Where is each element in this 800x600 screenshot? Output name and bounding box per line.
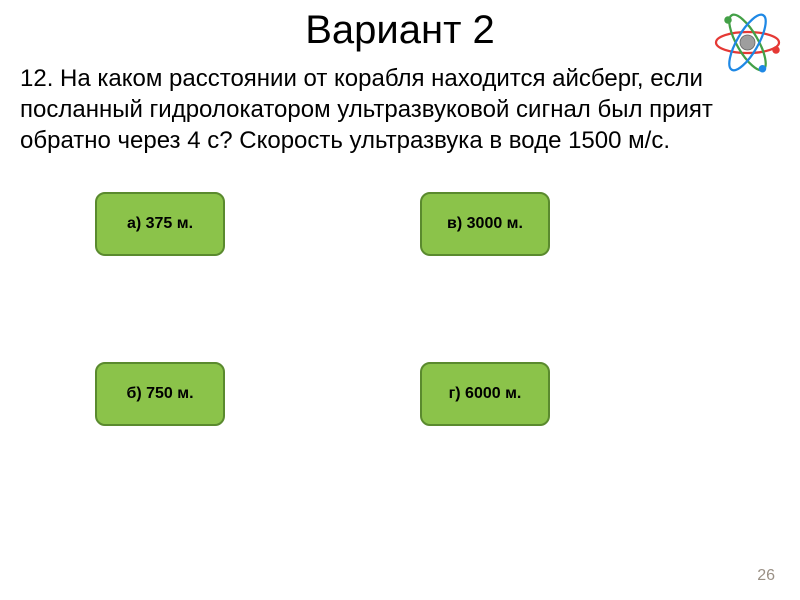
answer-option-g[interactable]: г) 6000 м.	[420, 362, 550, 426]
answers-grid: а) 375 м. в) 3000 м. б) 750 м. г) 6000 м…	[0, 182, 800, 532]
atom-icon	[710, 5, 785, 80]
question-text: 12. На каком расстоянии от корабля наход…	[0, 53, 800, 157]
answer-option-b[interactable]: б) 750 м.	[95, 362, 225, 426]
page-title: Вариант 2	[0, 0, 800, 53]
page-number: 26	[757, 567, 775, 585]
answer-option-v[interactable]: в) 3000 м.	[420, 192, 550, 256]
answer-option-a[interactable]: а) 375 м.	[95, 192, 225, 256]
